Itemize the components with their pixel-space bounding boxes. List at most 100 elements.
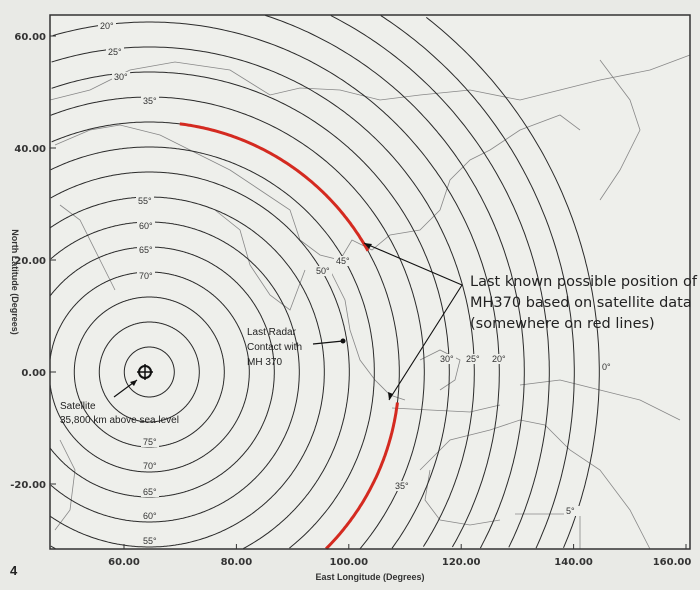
elevation-contour	[49, 246, 275, 372]
y-tick-label: 40.00	[14, 144, 46, 155]
elevation-label-bg	[98, 21, 116, 31]
page-number: 4	[10, 563, 18, 578]
satellite-sublabel: 35,800 km above sea level	[60, 415, 179, 426]
elevation-label: 35°	[143, 96, 157, 106]
elevation-contour	[49, 271, 250, 372]
last-radar-contact-point	[340, 338, 346, 344]
plot-frame	[49, 14, 691, 550]
elevation-contour	[49, 372, 275, 498]
elevation-label: 65°	[143, 487, 157, 497]
red-arcs	[179, 122, 399, 550]
elevation-label: 45°	[336, 256, 350, 266]
elevation-label-bg	[106, 47, 124, 57]
elevation-label-bg	[112, 72, 130, 82]
elevation-label-bg	[137, 245, 155, 255]
x-tick-label: 80.00	[221, 557, 253, 568]
elevation-contour	[391, 372, 450, 549]
x-tick-label: 120.00	[442, 557, 481, 568]
elevation-label-bg	[141, 487, 159, 497]
elevation-label-bg	[141, 511, 159, 521]
elevation-label: 60°	[139, 221, 153, 231]
red-arc-south	[325, 402, 399, 550]
elevation-label: 65°	[139, 245, 153, 255]
elevation-contour	[479, 372, 525, 549]
elevation-labels: 20° 25° 30° 35° 55° 60° 65° 70° 50° 45° 75° 70° 65° 6…	[98, 21, 618, 546]
y-tick-label: 20.00	[14, 256, 46, 267]
elevation-label-bg	[490, 354, 508, 364]
elevation-contour	[49, 372, 250, 473]
elevation-label: 25°	[466, 354, 480, 364]
elevation-label-bg	[141, 536, 159, 546]
callout-text: Last known possible position of MH370 ba…	[470, 272, 700, 335]
elevation-label: 30°	[114, 72, 128, 82]
elevation-contour	[451, 372, 500, 548]
elevation-label: 75°	[143, 437, 157, 447]
y-tick-label: 60.00	[14, 32, 46, 43]
elevation-label: 5°	[566, 506, 575, 516]
elevation-label-bg	[438, 354, 456, 364]
elevation-label: 70°	[143, 461, 157, 471]
elevation-label: 55°	[143, 536, 157, 546]
elevation-contour	[50, 372, 300, 523]
x-tick-label: 100.00	[330, 557, 369, 568]
x-tick-label: 140.00	[554, 557, 593, 568]
elevation-label: 35°	[395, 481, 409, 491]
radar-label-3: MH 370	[247, 357, 282, 368]
elevation-label: 50°	[316, 266, 330, 276]
elevation-label: 30°	[440, 354, 454, 364]
coastlines	[49, 54, 691, 550]
satellite-arrowhead-icon	[130, 380, 137, 386]
elevation-contour	[535, 372, 575, 549]
callout-line-3: (somewhere on red lines)	[470, 316, 655, 332]
elevation-contour	[49, 372, 325, 548]
elevation-contours	[49, 14, 600, 550]
elevation-label-bg	[334, 256, 352, 266]
elevation-label-bg	[141, 96, 159, 106]
elevation-label: 70°	[139, 271, 153, 281]
elevation-contour	[49, 196, 325, 372]
elevation-label-bg	[564, 506, 582, 516]
elevation-label: 55°	[138, 196, 152, 206]
x-axis: 60.00 80.00 100.00 120.00 140.00 160.00	[108, 544, 691, 568]
callout-line-2: MH370 based on satellite data	[470, 295, 692, 311]
elevation-contour	[50, 221, 300, 372]
elevation-label: 0°	[602, 362, 611, 372]
elevation-contour	[50, 545, 56, 550]
callout-line-1: Last known possible position of	[470, 274, 697, 290]
elevation-contour	[359, 372, 425, 550]
elevation-contour	[242, 372, 350, 550]
y-axis: 60.00 40.00 20.00 0.00 -20.00	[10, 32, 56, 491]
elevation-contour	[50, 96, 425, 372]
satellite-marker	[137, 364, 153, 380]
elevation-contour	[422, 372, 475, 547]
y-axis-title: North Latitude (Degrees)	[10, 229, 20, 335]
elevation-contour	[50, 146, 375, 372]
elevation-contour	[380, 15, 575, 372]
elevation-contour	[563, 372, 600, 548]
elevation-contour	[330, 15, 550, 372]
radar-pointer	[312, 340, 344, 345]
red-arc-north	[179, 122, 370, 252]
elevation-label: 20°	[100, 21, 114, 31]
radar-label-1: Last Radar	[247, 327, 297, 338]
elevation-contour	[73, 296, 225, 448]
elevation-label-bg	[393, 481, 411, 491]
elevation-contour	[50, 171, 350, 372]
elevation-label: 25°	[108, 47, 122, 57]
elevation-contour	[98, 321, 200, 423]
x-tick-label: 60.00	[108, 557, 140, 568]
elevation-label-bg	[141, 461, 159, 471]
elevation-label-bg	[464, 354, 482, 364]
callout-pointers	[363, 242, 463, 401]
elevation-contour	[51, 71, 450, 372]
elevation-label-bg	[314, 266, 332, 276]
y-tick-label: -20.00	[10, 480, 46, 491]
elevation-label: 20°	[492, 354, 506, 364]
satellite-label: Satellite	[60, 401, 96, 412]
elevation-contour	[123, 346, 175, 398]
elevation-contour	[52, 21, 500, 372]
elevation-contour	[265, 14, 525, 372]
elevation-label-bg	[141, 437, 159, 447]
elevation-contour	[51, 46, 475, 372]
